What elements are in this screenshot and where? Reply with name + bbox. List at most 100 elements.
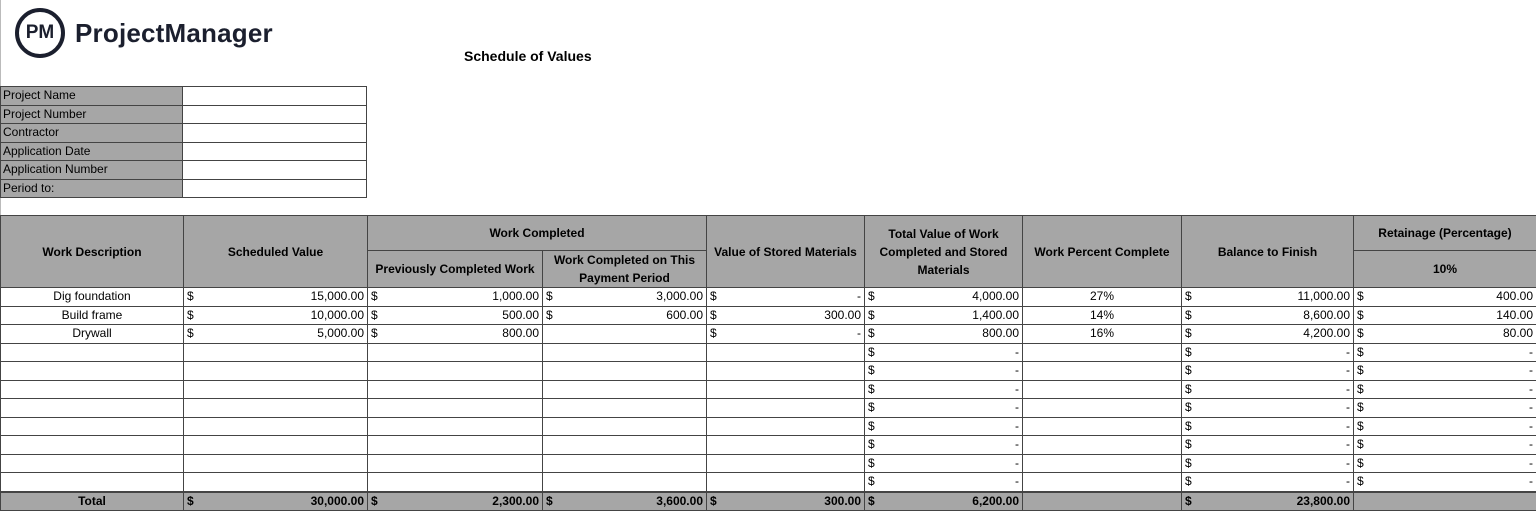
total-cell[interactable]: $-	[865, 343, 1023, 362]
retainage-cell[interactable]: $-	[1354, 436, 1536, 455]
percent-cell[interactable]	[1023, 343, 1182, 362]
scheduled-cell[interactable]: $15,000.00	[184, 288, 368, 307]
balance-cell[interactable]: $-	[1182, 473, 1354, 492]
work-description-cell[interactable]: Dig foundation	[1, 288, 184, 307]
retainage-cell[interactable]: $-	[1354, 380, 1536, 399]
work-description-cell[interactable]	[1, 436, 184, 455]
total-cell[interactable]: $4,000.00	[865, 288, 1023, 307]
scheduled-cell[interactable]	[184, 417, 368, 436]
percent-cell[interactable]	[1023, 492, 1182, 511]
previous-cell[interactable]	[368, 399, 543, 418]
balance-cell[interactable]: $-	[1182, 417, 1354, 436]
retainage-cell[interactable]: $-	[1354, 454, 1536, 473]
balance-cell[interactable]: $-	[1182, 380, 1354, 399]
this_period-cell[interactable]	[543, 325, 707, 344]
stored-cell[interactable]: $-	[707, 325, 865, 344]
work-description-cell[interactable]	[1, 473, 184, 492]
balance-cell[interactable]: $-	[1182, 454, 1354, 473]
stored-cell[interactable]	[707, 454, 865, 473]
stored-cell[interactable]	[707, 417, 865, 436]
stored-cell[interactable]	[707, 380, 865, 399]
retainage-cell[interactable]: $400.00	[1354, 288, 1536, 307]
info-value-cell[interactable]	[183, 87, 367, 106]
percent-cell[interactable]	[1023, 399, 1182, 418]
retainage-cell[interactable]: $-	[1354, 473, 1536, 492]
previous-cell[interactable]	[368, 473, 543, 492]
stored-cell[interactable]	[707, 473, 865, 492]
stored-cell[interactable]	[707, 436, 865, 455]
retainage-cell[interactable]: $80.00	[1354, 325, 1536, 344]
retainage-cell[interactable]	[1354, 492, 1536, 511]
scheduled-cell[interactable]	[184, 473, 368, 492]
this_period-cell[interactable]	[543, 343, 707, 362]
work-description-cell[interactable]	[1, 380, 184, 399]
previous-cell[interactable]	[368, 417, 543, 436]
scheduled-cell[interactable]: $5,000.00	[184, 325, 368, 344]
percent-cell[interactable]: 27%	[1023, 288, 1182, 307]
this_period-cell[interactable]	[543, 362, 707, 381]
info-value-cell[interactable]	[183, 105, 367, 124]
previous-cell[interactable]	[368, 454, 543, 473]
work-description-cell[interactable]	[1, 362, 184, 381]
previous-cell[interactable]: $500.00	[368, 306, 543, 325]
previous-cell[interactable]	[368, 343, 543, 362]
retainage-cell[interactable]: $-	[1354, 362, 1536, 381]
total-cell[interactable]: $-	[865, 454, 1023, 473]
stored-cell[interactable]	[707, 343, 865, 362]
scheduled-cell[interactable]	[184, 343, 368, 362]
info-value-cell[interactable]	[183, 142, 367, 161]
work-description-cell[interactable]	[1, 454, 184, 473]
this_period-cell[interactable]	[543, 473, 707, 492]
scheduled-cell[interactable]	[184, 399, 368, 418]
retainage-cell[interactable]: $-	[1354, 343, 1536, 362]
retainage-cell[interactable]: $-	[1354, 399, 1536, 418]
info-value-cell[interactable]	[183, 161, 367, 180]
total-cell[interactable]: $6,200.00	[865, 492, 1023, 511]
scheduled-cell[interactable]: $10,000.00	[184, 306, 368, 325]
scheduled-cell[interactable]	[184, 380, 368, 399]
previous-cell[interactable]: $1,000.00	[368, 288, 543, 307]
balance-cell[interactable]: $-	[1182, 362, 1354, 381]
balance-cell[interactable]: $23,800.00	[1182, 492, 1354, 511]
percent-cell[interactable]	[1023, 417, 1182, 436]
work-description-cell[interactable]	[1, 399, 184, 418]
percent-cell[interactable]	[1023, 454, 1182, 473]
this_period-cell[interactable]: $3,000.00	[543, 288, 707, 307]
previous-cell[interactable]	[368, 362, 543, 381]
stored-cell[interactable]: $300.00	[707, 306, 865, 325]
percent-cell[interactable]	[1023, 362, 1182, 381]
percent-cell[interactable]	[1023, 473, 1182, 492]
percent-cell[interactable]: 16%	[1023, 325, 1182, 344]
total-cell[interactable]: $-	[865, 417, 1023, 436]
this_period-cell[interactable]	[543, 399, 707, 418]
balance-cell[interactable]: $8,600.00	[1182, 306, 1354, 325]
scheduled-cell[interactable]: $30,000.00	[184, 492, 368, 511]
previous-cell[interactable]: $2,300.00	[368, 492, 543, 511]
percent-cell[interactable]	[1023, 380, 1182, 399]
this_period-cell[interactable]	[543, 454, 707, 473]
balance-cell[interactable]: $-	[1182, 399, 1354, 418]
this_period-cell[interactable]: $600.00	[543, 306, 707, 325]
work-description-cell[interactable]	[1, 417, 184, 436]
balance-cell[interactable]: $-	[1182, 436, 1354, 455]
stored-cell[interactable]	[707, 362, 865, 381]
percent-cell[interactable]: 14%	[1023, 306, 1182, 325]
balance-cell[interactable]: $11,000.00	[1182, 288, 1354, 307]
retainage-cell[interactable]: $-	[1354, 417, 1536, 436]
stored-cell[interactable]: $300.00	[707, 492, 865, 511]
total-cell[interactable]: $-	[865, 436, 1023, 455]
scheduled-cell[interactable]	[184, 362, 368, 381]
stored-cell[interactable]	[707, 399, 865, 418]
this_period-cell[interactable]	[543, 417, 707, 436]
this_period-cell[interactable]	[543, 436, 707, 455]
this_period-cell[interactable]: $3,600.00	[543, 492, 707, 511]
scheduled-cell[interactable]	[184, 454, 368, 473]
total-cell[interactable]: $-	[865, 399, 1023, 418]
balance-cell[interactable]: $-	[1182, 343, 1354, 362]
total-cell[interactable]: $800.00	[865, 325, 1023, 344]
info-value-cell[interactable]	[183, 179, 367, 198]
previous-cell[interactable]	[368, 436, 543, 455]
total-cell[interactable]: $-	[865, 380, 1023, 399]
work-description-cell[interactable]: Drywall	[1, 325, 184, 344]
total-cell[interactable]: $1,400.00	[865, 306, 1023, 325]
